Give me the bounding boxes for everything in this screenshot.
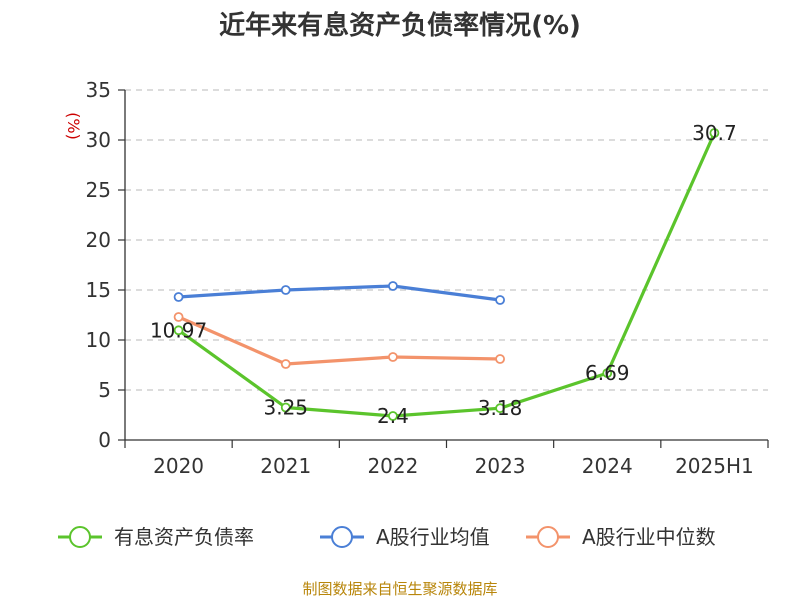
data-point-0-1 [280,402,291,413]
data-point-1-0 [173,292,184,302]
grid-lines [125,89,768,391]
legend-item-0[interactable]: 有息资产负债率 [58,525,254,549]
y-tick-label-35: 35 [86,78,111,102]
data-label-0-0: 10.97 [150,318,207,342]
data-label-0-2: 2.4 [377,404,409,428]
data-point-2-0 [173,312,184,322]
x-tick-label-2022: 2022 [367,454,418,478]
series-line-2 [177,315,501,366]
y-tick-label-25: 25 [86,178,111,202]
data-point-0-0 [173,325,184,336]
legend-label-2: A股行业中位数 [582,525,716,549]
x-tick-label-2024: 2024 [582,454,633,478]
data-point-1-3 [495,295,505,305]
series-group [173,128,720,421]
y-tick-label-30: 30 [86,128,111,152]
legend-item-1[interactable]: A股行业均值 [320,525,490,549]
data-label-0-3: 3.18 [478,396,523,420]
data-point-2-2 [388,352,398,362]
chart-title: 近年来有息资产负债率情况(%) [219,10,581,41]
data-point-0-4 [602,368,613,379]
y-tick-label-0: 0 [98,428,111,452]
y-tick-label-20: 20 [86,228,111,252]
data-point-0-5 [709,128,720,138]
legend-marker-2 [537,526,559,548]
y-axis-ticks: 0 5 10 15 20 25 30 35 [86,78,111,452]
x-axis-ticks: 2020 2021 2022 2023 2024 2025H1 [153,454,754,478]
data-point-1-2 [388,281,398,291]
x-tick-label-2020: 2020 [153,454,204,478]
data-point-0-2 [388,411,398,421]
data-point-2-1 [280,359,291,369]
data-labels: 10.97 3.25 2.4 3.18 6.69 30.7 [150,121,737,428]
legend-label-0: 有息资产负债率 [114,525,254,549]
data-point-1-1 [280,285,291,295]
data-point-2-3 [495,354,505,364]
x-tick-label-2021: 2021 [260,454,311,478]
y-tick-label-5: 5 [98,378,111,402]
data-point-0-3 [495,403,505,414]
source-note: 制图数据来自恒生聚源数据库 [302,580,497,598]
x-tick-label-2023: 2023 [475,454,526,478]
data-label-0-1: 3.25 [263,396,308,420]
y-tick-label-10: 10 [86,328,111,352]
legend-item-2[interactable]: A股行业中位数 [526,525,716,549]
legend[interactable]: 有息资产负债率 A股行业均值 A股行业中位数 [58,525,716,549]
series-line-0 [177,132,716,418]
data-label-0-4: 6.69 [585,361,630,385]
series-line-1 [178,284,501,302]
y-axis-unit: (%) [64,112,83,140]
legend-marker-1 [331,526,353,548]
axes [118,89,769,448]
x-tick-label-2025H1: 2025H1 [675,454,754,478]
legend-label-1: A股行业均值 [376,525,490,549]
data-label-0-5: 30.7 [692,121,737,145]
y-tick-label-15: 15 [86,278,111,302]
legend-marker-0 [69,526,91,548]
